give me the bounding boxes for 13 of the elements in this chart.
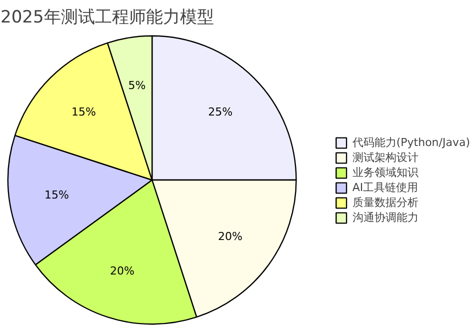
data-label: 15% bbox=[72, 106, 96, 119]
legend-label: AI工具链使用 bbox=[352, 180, 418, 194]
data-label: 25% bbox=[208, 106, 233, 119]
legend-label: 业务领域知识 bbox=[352, 164, 418, 180]
data-label: 5% bbox=[128, 78, 146, 92]
legend-label: 测试架构设计 bbox=[352, 150, 418, 164]
legend-label: 沟通协调能力 bbox=[352, 210, 418, 224]
chart-title: 2025年测试工程师能力模型 bbox=[0, 8, 214, 28]
legend-label: 代码能力(Python/Java) bbox=[352, 134, 470, 150]
data-label: 20% bbox=[110, 264, 134, 278]
data-label: 15% bbox=[44, 188, 69, 202]
data-label: 20% bbox=[218, 230, 242, 243]
legend-label: 质量数据分析 bbox=[352, 194, 418, 210]
